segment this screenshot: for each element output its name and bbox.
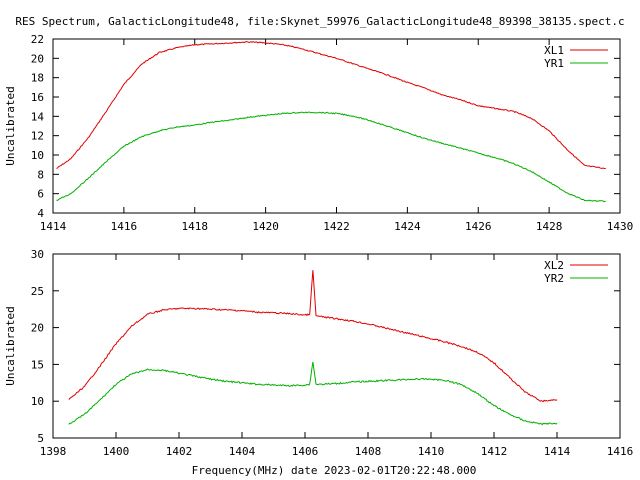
legend-label: YR1 [544,57,564,70]
series-line-xl1 [56,40,606,170]
x-tick-label: 1410 [418,445,445,458]
y-tick-label: 4 [37,207,44,220]
y-tick-label: 10 [31,395,44,408]
x-tick-label: 1426 [465,220,492,233]
x-tick-label: 1416 [607,445,634,458]
x-tick-label: 1420 [252,220,279,233]
y-tick-label: 18 [31,72,44,85]
x-tick-label: 1414 [40,220,67,233]
top-panel: 1414 1416 1418 1420 1422 1424 1426 1428 14304681… [4,33,633,233]
y-tick-label: 30 [31,248,44,261]
legend-label: YR2 [544,272,564,285]
y-tick-label: 22 [31,33,44,46]
x-axis-label: Frequency(MHz) date 2023-02-01T20:22:48.… [192,464,477,477]
series-line-yr2 [68,361,558,426]
x-tick-label: 1400 [103,445,130,458]
y-tick-label: 6 [37,188,44,201]
x-tick-label: 1422 [323,220,350,233]
y-tick-label: 12 [31,130,44,143]
plot-frame [52,38,621,214]
x-tick-label: 1430 [607,220,634,233]
x-tick-label: 1404 [229,445,256,458]
x-tick-label: 1398 [40,445,67,458]
y-tick-label: 15 [31,358,44,371]
bottom-panel: 1398 1400 1402 1404 1406 1408 1410 1412 1414 1416… [4,248,633,458]
chart-title: RES Spectrum, GalacticLongitude48, file:… [15,15,624,28]
legend-label: XL2 [544,259,564,272]
x-tick-label: 1416 [111,220,138,233]
x-tick-label: 1414 [544,445,571,458]
y-tick-label: 8 [37,168,44,181]
plot-frame [52,253,621,439]
x-tick-label: 1412 [481,445,508,458]
x-tick-label: 1428 [536,220,563,233]
x-tick-label: 1402 [166,445,193,458]
x-tick-label: 1418 [182,220,209,233]
y-axis-label: Uncalibrated [4,306,17,385]
y-tick-label: 10 [31,149,44,162]
y-tick-label: 5 [37,432,44,445]
y-tick-label: 14 [31,110,45,123]
y-tick-label: 16 [31,91,44,104]
series-line-yr1 [56,111,606,203]
x-tick-label: 1408 [355,445,382,458]
x-tick-label: 1406 [292,445,319,458]
y-tick-label: 20 [31,52,44,65]
y-tick-label: 20 [31,322,44,335]
legend-label: XL1 [544,44,564,57]
y-axis-label: Uncalibrated [4,86,17,165]
series-line-xl2 [68,270,558,403]
x-tick-label: 1424 [394,220,421,233]
y-tick-label: 25 [31,285,44,298]
